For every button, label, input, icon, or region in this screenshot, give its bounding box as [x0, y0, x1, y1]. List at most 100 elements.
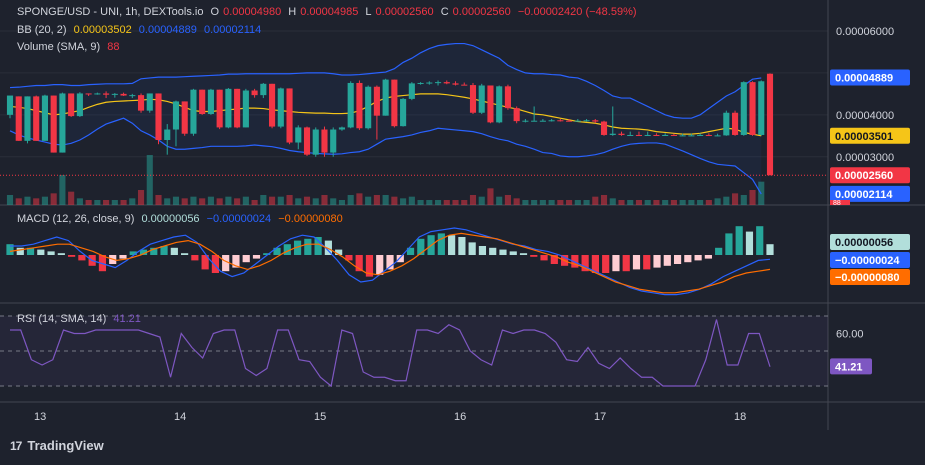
candle-body — [766, 73, 774, 176]
volume-bar — [24, 196, 31, 205]
candle-body — [216, 89, 223, 128]
macd-hist-bar — [263, 253, 271, 255]
macd-hist-bar — [756, 226, 764, 255]
bb-upper-price-label-bg — [830, 69, 910, 86]
volume-bar — [59, 175, 66, 205]
candle-body — [461, 84, 468, 86]
volume-bar — [330, 198, 337, 205]
candle-body — [225, 88, 232, 128]
candle-body — [522, 120, 529, 122]
price-tick-label: 0.00004000 — [836, 110, 894, 122]
volume-bar — [469, 195, 477, 205]
macd-hist-bar — [530, 255, 538, 257]
candle-body — [566, 120, 573, 122]
macd-hist-bar — [735, 226, 743, 255]
volume-bar — [583, 200, 590, 205]
volume-bar — [129, 198, 136, 205]
volume-bar — [723, 196, 730, 205]
volume-price-label-bg — [830, 200, 850, 205]
candle-body — [452, 83, 459, 85]
volume-bar — [181, 198, 188, 205]
volume-bar — [269, 196, 276, 205]
volume-bar — [321, 195, 328, 205]
rsi-value: 41.21 — [113, 313, 141, 325]
macd-signal-price-label-bg — [830, 269, 910, 285]
bb-lower-price-label: 0.00002114 — [835, 189, 893, 201]
candle-body — [574, 120, 581, 122]
volume-bar — [557, 200, 564, 205]
volume-bar — [635, 200, 643, 205]
bb-legend: BB (20, 2) 0.00003502 0.00004889 0.00002… — [17, 24, 265, 37]
price-legend: SPONGE/USD - UNI, 1h, DEXTools.io O 0.000… — [17, 6, 641, 19]
candle-body — [33, 96, 40, 141]
volume-bar — [303, 196, 311, 205]
rsi-name: RSI (14, SMA, 14) — [17, 313, 107, 325]
macd-hist-bar — [396, 255, 404, 263]
candle-body — [277, 88, 284, 127]
candle-body — [417, 82, 424, 84]
volume-bar — [548, 200, 555, 205]
candle-body — [85, 93, 92, 95]
volume-bar — [461, 200, 468, 205]
candle-body — [548, 120, 555, 122]
candle-body — [513, 108, 520, 122]
macd-hist-bar — [458, 237, 466, 255]
volume-bar — [504, 195, 511, 205]
volume-bar — [609, 198, 616, 205]
macd-hist-bar — [684, 255, 692, 263]
volume-legend: Volume (SMA, 9) 88 — [17, 41, 123, 54]
volume-bar — [740, 195, 747, 205]
macd-hist-bar — [16, 247, 24, 255]
candle-body — [164, 129, 171, 140]
volume-bar — [85, 200, 92, 205]
candle-body — [618, 133, 625, 135]
volume-bar — [146, 155, 153, 205]
volume-bar — [41, 196, 48, 205]
macd-hist-bar — [571, 255, 579, 268]
volume-bar — [33, 198, 40, 205]
volume-bar — [225, 196, 232, 205]
macd-hist-bar — [550, 255, 558, 264]
high-label: H — [288, 6, 297, 18]
candle-body — [583, 120, 590, 122]
volume-bar — [679, 200, 686, 205]
volume-bar — [478, 196, 485, 205]
volume-bar — [400, 198, 407, 205]
bb-upper-price-label: 0.00004889 — [835, 73, 893, 85]
bb-basis-value: 0.00003502 — [73, 24, 132, 36]
volume-bar — [295, 198, 302, 205]
candle-body — [627, 134, 634, 136]
candle-body — [269, 83, 276, 127]
time-tick-label: 17 — [594, 411, 606, 423]
volume-bar — [697, 200, 704, 205]
macd-hist-bar — [386, 255, 394, 270]
macd-hist-bar — [653, 255, 661, 268]
volume-bar — [531, 200, 538, 205]
candle-body — [391, 79, 398, 127]
macd-hist-bar — [478, 246, 487, 255]
volume-bar — [172, 196, 180, 205]
macd-hist-bar — [170, 247, 178, 255]
candle-body — [688, 135, 695, 137]
macd-hist-bar — [540, 255, 548, 261]
candle-body — [137, 95, 145, 111]
candle-body — [146, 93, 153, 111]
candle-body — [504, 86, 511, 109]
volume-bar — [688, 200, 695, 205]
macd-hist-bar — [622, 255, 630, 272]
macd-signal-value: −0.00000080 — [278, 213, 343, 225]
volume-name: Volume (SMA, 9) — [17, 41, 101, 53]
candle-body — [111, 93, 118, 95]
tradingview-brand[interactable]: 17 TradingView — [10, 438, 104, 453]
high-value: 0.00004985 — [300, 6, 359, 18]
macd-line-price-label: −0.00000024 — [835, 255, 900, 267]
macd-hist-bar — [704, 255, 712, 259]
candle-body — [723, 112, 730, 136]
bb-lower-line — [9, 117, 762, 195]
candle-body — [68, 93, 75, 117]
bb-lower-price-label-bg — [830, 185, 910, 202]
bb-lower-value: 0.00002114 — [203, 24, 262, 36]
macd-hist-bar — [643, 255, 651, 270]
volume-bar — [365, 196, 372, 205]
